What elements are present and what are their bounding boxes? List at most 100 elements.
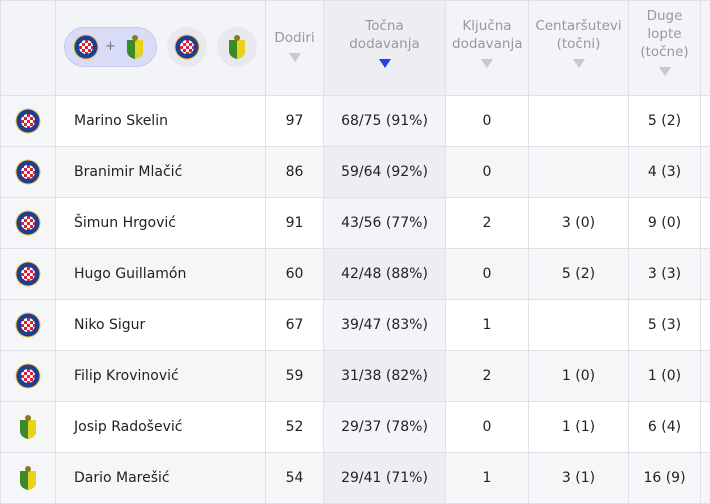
player-name[interactable]: Filip Krovinović — [56, 351, 266, 402]
hajduk-crest-icon — [15, 363, 41, 389]
header-crest-col — [1, 1, 56, 96]
table-row[interactable]: Dario Marešić 54 29/41 (71%) 1 3 (1) 16 … — [1, 453, 710, 504]
duge-lopte-value: 6 (4) — [629, 402, 701, 453]
table-row[interactable]: Hugo Guillamón 60 42/48 (88%) 0 5 (2) 3 … — [1, 249, 710, 300]
tocna-dodavanja-value: 59/64 (92%) — [324, 147, 446, 198]
player-name[interactable]: Šimun Hrgović — [56, 198, 266, 249]
centarsutevi-value — [529, 96, 629, 147]
next-col-partial — [701, 198, 710, 249]
centarsutevi-value: 1 (0) — [529, 351, 629, 402]
duge-lopte-value: 9 (0) — [629, 198, 701, 249]
col-tocna-dodavanja[interactable]: Točna dodavanja — [324, 1, 446, 96]
duge-lopte-value: 4 (3) — [629, 147, 701, 198]
kljucna-dodavanja-value: 0 — [446, 147, 529, 198]
next-col-partial — [701, 147, 710, 198]
next-col-partial — [701, 351, 710, 402]
player-name[interactable]: Niko Sigur — [56, 300, 266, 351]
player-name[interactable]: Josip Radošević — [56, 402, 266, 453]
table-row[interactable]: Niko Sigur 67 39/47 (83%) 1 5 (3) — [1, 300, 710, 351]
dodiri-value: 60 — [266, 249, 324, 300]
team-crest-cell — [1, 96, 56, 147]
centarsutevi-value: 5 (2) — [529, 249, 629, 300]
istra-crest-icon — [15, 414, 41, 440]
team-crest-cell — [1, 351, 56, 402]
dodiri-value: 86 — [266, 147, 324, 198]
centarsutevi-value — [529, 147, 629, 198]
sort-arrow-icon — [289, 53, 301, 62]
centarsutevi-value: 3 (0) — [529, 198, 629, 249]
centarsutevi-value — [529, 300, 629, 351]
dodiri-value: 91 — [266, 198, 324, 249]
hajduk-crest-icon — [15, 108, 41, 134]
table-row[interactable]: Marino Skelin 97 68/75 (91%) 0 5 (2) — [1, 96, 710, 147]
filter-istra[interactable] — [217, 27, 257, 67]
table-row[interactable]: Branimir Mlačić 86 59/64 (92%) 0 4 (3) — [1, 147, 710, 198]
tocna-dodavanja-value: 29/37 (78%) — [324, 402, 446, 453]
hajduk-crest-icon — [15, 159, 41, 185]
tocna-dodavanja-value: 39/47 (83%) — [324, 300, 446, 351]
sort-arrow-icon — [481, 59, 493, 68]
dodiri-value: 67 — [266, 300, 324, 351]
player-name[interactable]: Branimir Mlačić — [56, 147, 266, 198]
plus-sign: + — [105, 38, 116, 56]
kljucna-dodavanja-value: 0 — [446, 249, 529, 300]
team-crest-cell — [1, 402, 56, 453]
sort-arrow-icon — [659, 67, 671, 76]
duge-lopte-value: 5 (3) — [629, 300, 701, 351]
tocna-dodavanja-value: 68/75 (91%) — [324, 96, 446, 147]
table-row[interactable]: Filip Krovinović 59 31/38 (82%) 2 1 (0) … — [1, 351, 710, 402]
hajduk-crest-icon — [15, 261, 41, 287]
col-dodiri[interactable]: Dodiri — [266, 1, 324, 96]
player-name[interactable]: Hugo Guillamón — [56, 249, 266, 300]
next-col-partial — [701, 300, 710, 351]
tocna-dodavanja-value: 31/38 (82%) — [324, 351, 446, 402]
col-duge-lopte[interactable]: Duge lopte (točne) — [629, 1, 701, 96]
dodiri-value: 97 — [266, 96, 324, 147]
tocna-dodavanja-value: 42/48 (88%) — [324, 249, 446, 300]
centarsutevi-value: 3 (1) — [529, 453, 629, 504]
kljucna-dodavanja-value: 1 — [446, 300, 529, 351]
player-name[interactable]: Marino Skelin — [56, 96, 266, 147]
hajduk-crest-icon — [15, 210, 41, 236]
istra-crest-icon — [15, 465, 41, 491]
col-next-partial — [701, 1, 710, 96]
player-name[interactable]: Dario Marešić — [56, 453, 266, 504]
kljucna-dodavanja-value: 0 — [446, 402, 529, 453]
hajduk-crest-icon — [15, 312, 41, 338]
hajduk-crest-icon — [73, 34, 99, 60]
dodiri-value: 52 — [266, 402, 324, 453]
table-row[interactable]: Josip Radošević 52 29/37 (78%) 0 1 (1) 6… — [1, 402, 710, 453]
team-crest-cell — [1, 147, 56, 198]
dodiri-value: 54 — [266, 453, 324, 504]
hajduk-crest-icon — [174, 34, 200, 60]
filter-both-teams[interactable]: + — [64, 27, 157, 67]
duge-lopte-value: 1 (0) — [629, 351, 701, 402]
filter-hajduk[interactable] — [167, 27, 207, 67]
istra-crest-icon — [224, 34, 250, 60]
duge-lopte-value: 16 (9) — [629, 453, 701, 504]
tocna-dodavanja-value: 43/56 (77%) — [324, 198, 446, 249]
team-crest-cell — [1, 300, 56, 351]
dodiri-value: 59 — [266, 351, 324, 402]
kljucna-dodavanja-value: 2 — [446, 198, 529, 249]
centarsutevi-value: 1 (1) — [529, 402, 629, 453]
team-crest-cell — [1, 249, 56, 300]
team-crest-cell — [1, 453, 56, 504]
next-col-partial — [701, 96, 710, 147]
team-filter: + — [56, 1, 266, 96]
next-col-partial — [701, 453, 710, 504]
next-col-partial — [701, 249, 710, 300]
header-row: + Dodiri Točna dodavanja Ključna dodavan… — [1, 1, 710, 96]
kljucna-dodavanja-value: 2 — [446, 351, 529, 402]
tocna-dodavanja-value: 29/41 (71%) — [324, 453, 446, 504]
team-crest-cell — [1, 198, 56, 249]
col-kljucna-dodavanja[interactable]: Ključna dodavanja — [446, 1, 529, 96]
duge-lopte-value: 3 (3) — [629, 249, 701, 300]
duge-lopte-value: 5 (2) — [629, 96, 701, 147]
col-centarsutevi[interactable]: Centaršutevi (točni) — [529, 1, 629, 96]
kljucna-dodavanja-value: 1 — [446, 453, 529, 504]
sort-arrow-icon — [573, 59, 585, 68]
table-row[interactable]: Šimun Hrgović 91 43/56 (77%) 2 3 (0) 9 (… — [1, 198, 710, 249]
next-col-partial — [701, 402, 710, 453]
